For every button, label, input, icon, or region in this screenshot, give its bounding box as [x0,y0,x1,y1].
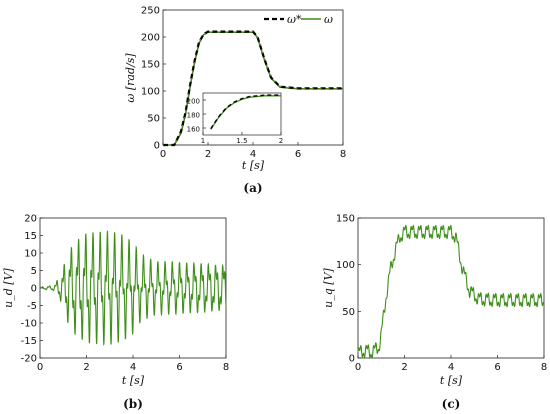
chart-c: 0 2 4 6 8 0 50 100 150 t [s] u_q [V] (c) [322,214,547,412]
chart-a-ytick-label: 150 [141,60,160,71]
chart-b-ytick-label: -20 [21,354,37,365]
legend-ref-label: ω* [287,13,302,26]
chart-b-xtick-label: 8 [223,362,229,373]
chart-a-xtick-label: 4 [250,149,256,160]
chart-b-xtick-label: 6 [176,362,182,373]
chart-c-panel-label: (c) [442,397,461,411]
chart-c-series-uq [357,224,545,359]
chart-a-ytick-label: 250 [141,6,160,17]
chart-a: 0 2 4 6 8 0 50 100 150 200 250 1 1.5 2 160 180 200 ω* ω… [124,6,346,196]
chart-b-ytick-label: 0 [31,284,37,295]
chart-a-xtick-label: 0 [160,149,166,160]
chart-b-plot-area [39,217,227,359]
chart-c-xtick-label: 0 [355,362,361,373]
chart-a-xlabel: t [s] [242,159,265,172]
chart-c-xtick-label: 4 [448,362,454,373]
chart-b-xtick-label: 2 [83,362,89,373]
chart-b-ylabel: u_d [V] [2,267,15,307]
chart-c-xlabel: t [s] [440,374,463,387]
chart-a-ytick-label: 0 [154,141,160,152]
chart-a-ylabel: ω [rad/s] [124,53,137,103]
chart-a-inset-ytick-label: 180 [187,112,200,120]
chart-a-xtick-label: 8 [340,149,346,160]
chart-b: 0 2 4 6 8 -20 -15 -10 -5 0 5 10 15 20 t [s] u_d [V] (… [2,214,229,412]
chart-b-panel-label: (b) [123,397,143,411]
chart-a-ytick-label: 200 [141,33,160,44]
chart-b-ytick-label: 5 [31,266,37,277]
chart-a-ytick-label: 50 [147,114,160,125]
chart-a-legend: ω* ω [264,13,333,26]
chart-c-ytick-label: 150 [336,214,355,225]
chart-a-series-omega-ref-accent [163,31,343,146]
chart-b-ytick-label: 15 [24,231,37,242]
chart-a-inset-series-omega-ref [210,94,281,130]
chart-c-plot-area [357,217,545,359]
chart-b-ytick-label: 10 [24,249,37,260]
chart-a-panel-label: (a) [243,181,262,195]
chart-b-ytick-label: -10 [21,319,37,330]
chart-b-xlabel: t [s] [122,374,145,387]
chart-c-xtick-label: 6 [494,362,500,373]
chart-b-xtick-label: 4 [130,362,136,373]
chart-a-inset-ytick-label: 200 [187,98,200,106]
chart-a-inset-xtick-label: 1 [201,137,205,145]
chart-c-xtick-label: 2 [401,362,407,373]
chart-a-xtick-label: 6 [295,149,301,160]
chart-b-ytick-label: -5 [27,301,37,312]
chart-c-ytick-label: 50 [342,307,355,318]
chart-a-inset-xtick-label: 2 [279,137,283,145]
chart-b-ytick-label: 20 [24,214,37,225]
chart-c-xtick-label: 8 [541,362,547,373]
chart-a-inset-series-omega [210,95,281,130]
chart-a-xtick-label: 2 [205,149,211,160]
chart-c-ylabel: u_q [V] [322,267,335,307]
legend-meas-label: ω [324,13,333,26]
chart-a-ytick-label: 100 [141,87,160,98]
chart-b-series-ud [39,230,227,346]
chart-a-inset-ytick-label: 160 [187,126,200,134]
chart-c-ytick-label: 0 [349,354,355,365]
chart-b-xtick-label: 0 [37,362,43,373]
chart-b-ytick-label: -15 [21,336,37,347]
chart-a-inset-xtick-label: 1.5 [236,137,247,145]
chart-c-ytick-label: 100 [336,260,355,271]
